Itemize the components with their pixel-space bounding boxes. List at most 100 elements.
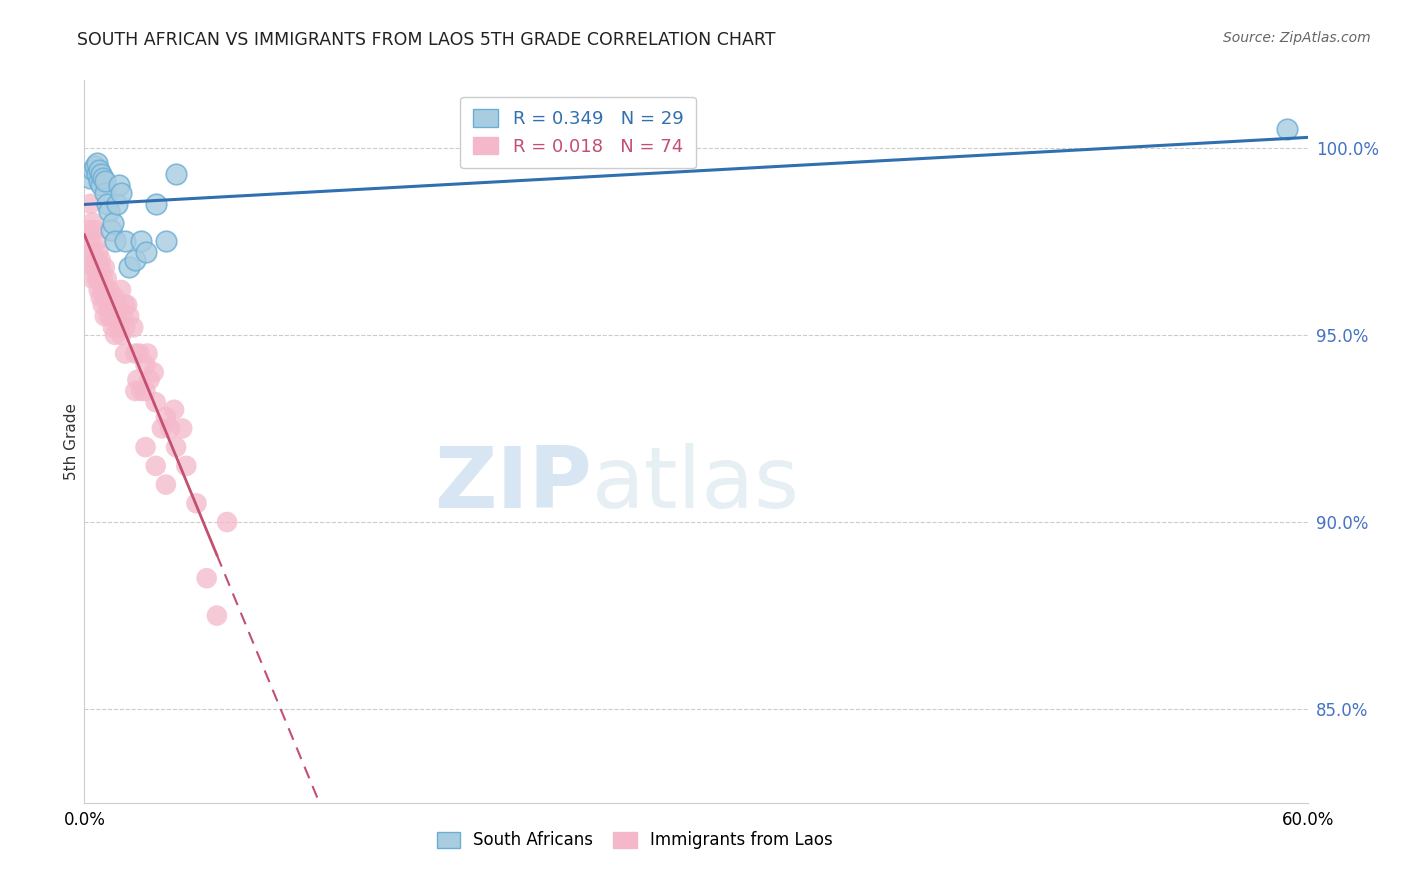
Point	[110, 327, 132, 342]
Point	[150, 421, 173, 435]
Point	[114, 234, 136, 248]
Point	[110, 283, 132, 297]
Point	[90, 260, 112, 275]
Point	[115, 298, 138, 312]
Point	[86, 252, 108, 267]
Point	[127, 373, 149, 387]
Point	[86, 155, 108, 169]
Point	[205, 608, 228, 623]
Point	[217, 515, 239, 529]
Point	[90, 252, 112, 267]
Point	[174, 458, 197, 473]
Point	[91, 283, 114, 297]
Point	[135, 440, 157, 454]
Point	[114, 346, 136, 360]
Point	[131, 234, 153, 248]
Point	[90, 290, 112, 304]
Point	[91, 170, 114, 185]
Point	[105, 196, 128, 211]
Point	[87, 174, 110, 188]
Point	[97, 309, 120, 323]
Point	[93, 174, 115, 188]
Point	[93, 290, 115, 304]
Point	[104, 290, 127, 304]
Point	[97, 298, 120, 312]
Point	[108, 178, 131, 193]
Point	[96, 271, 118, 285]
Point	[163, 402, 186, 417]
Point	[124, 384, 146, 398]
Point	[91, 271, 114, 285]
Point	[90, 167, 112, 181]
Point	[138, 373, 160, 387]
Point	[91, 298, 114, 312]
Point	[87, 271, 110, 285]
Point	[101, 298, 124, 312]
Text: ZIP: ZIP	[434, 443, 592, 526]
Point	[155, 477, 177, 491]
Point	[87, 283, 110, 297]
Point	[114, 298, 136, 312]
Point	[145, 395, 167, 409]
Point	[86, 167, 108, 181]
Point	[124, 252, 146, 267]
Point	[142, 365, 165, 379]
Point	[79, 234, 101, 248]
Point	[96, 290, 118, 304]
Point	[145, 196, 167, 211]
Point	[135, 384, 157, 398]
Point	[118, 260, 141, 275]
Point	[195, 571, 218, 585]
Point	[135, 358, 157, 372]
Point	[172, 421, 194, 435]
Point	[86, 234, 108, 248]
Point	[83, 260, 105, 275]
Point	[79, 196, 101, 211]
Point	[79, 170, 101, 185]
Point	[105, 298, 128, 312]
Point	[100, 223, 122, 237]
Point	[100, 290, 122, 304]
Legend: South Africans, Immigrants from Laos: South Africans, Immigrants from Laos	[430, 824, 839, 856]
Point	[135, 245, 157, 260]
Point	[101, 215, 124, 229]
Point	[155, 234, 177, 248]
Point	[83, 260, 105, 275]
Point	[124, 346, 146, 360]
Point	[93, 309, 115, 323]
Point	[114, 320, 136, 334]
Point	[1277, 122, 1299, 136]
Point	[93, 186, 115, 200]
Point	[82, 271, 104, 285]
Point	[131, 384, 153, 398]
Point	[82, 245, 104, 260]
Point	[128, 346, 150, 360]
Point	[82, 163, 104, 178]
Point	[108, 320, 131, 334]
Point	[122, 320, 145, 334]
Point	[93, 260, 115, 275]
Point	[87, 163, 110, 178]
Text: Source: ZipAtlas.com: Source: ZipAtlas.com	[1223, 31, 1371, 45]
Point	[112, 309, 135, 323]
Point	[155, 410, 177, 425]
Point	[105, 309, 128, 323]
Point	[97, 283, 120, 297]
Point	[186, 496, 208, 510]
Point	[83, 160, 105, 174]
Point	[100, 309, 122, 323]
Point	[104, 327, 127, 342]
Point	[97, 204, 120, 219]
Point	[136, 346, 159, 360]
Point	[86, 271, 108, 285]
Y-axis label: 5th Grade: 5th Grade	[63, 403, 79, 480]
Point	[90, 178, 112, 193]
Point	[159, 421, 181, 435]
Point	[96, 196, 118, 211]
Point	[165, 167, 187, 181]
Point	[110, 186, 132, 200]
Point	[87, 245, 110, 260]
Point	[104, 234, 127, 248]
Point	[165, 440, 187, 454]
Point	[101, 320, 124, 334]
